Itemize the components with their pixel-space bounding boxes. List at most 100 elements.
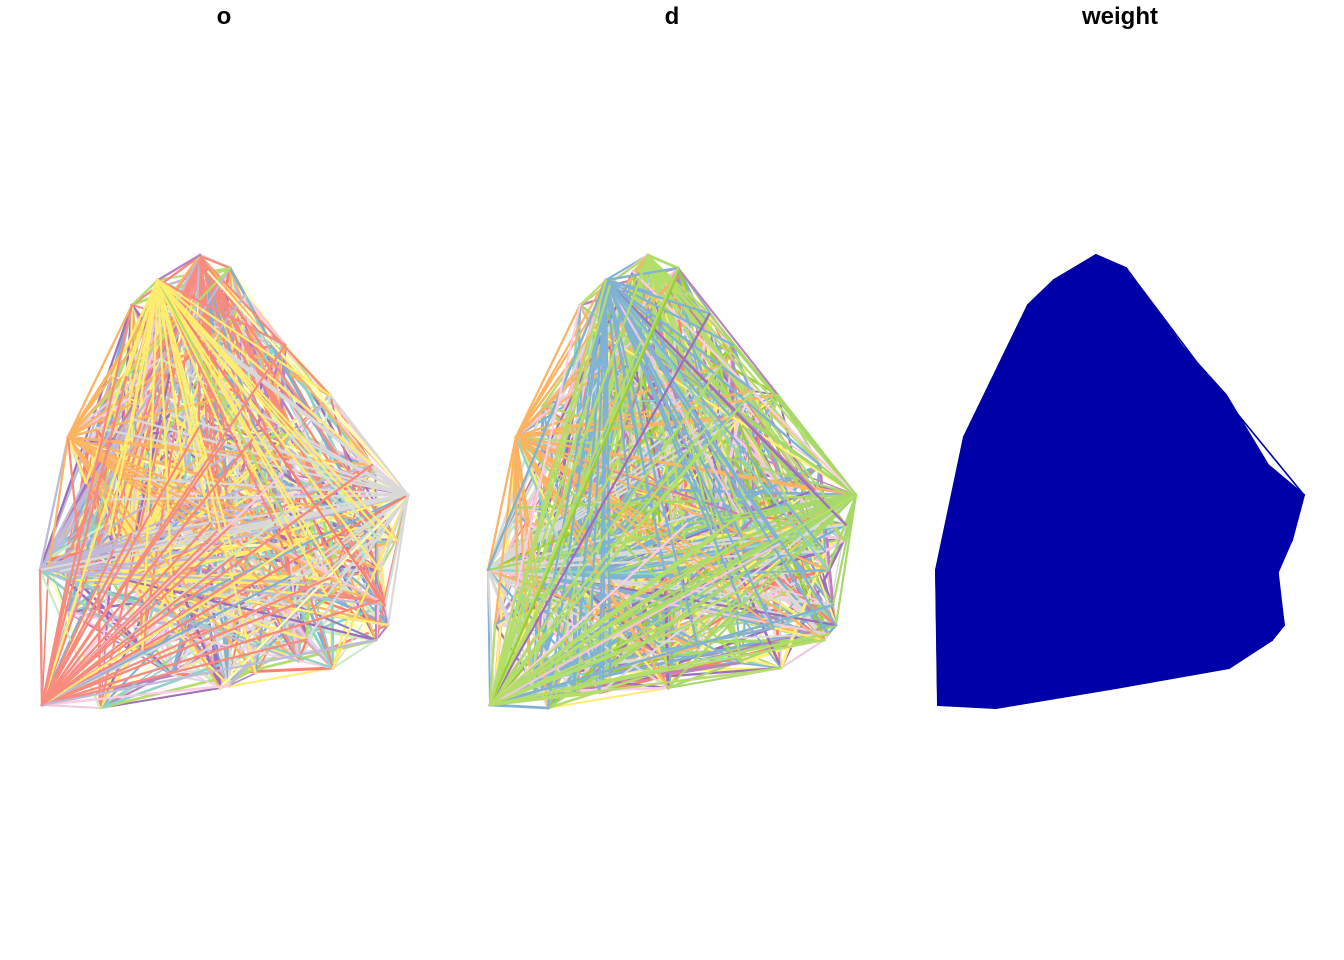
flow-line [1053, 279, 1132, 537]
flow-line [488, 641, 640, 707]
flow-line [1033, 254, 1097, 597]
flow-line [40, 576, 331, 707]
flow-line [1063, 539, 1293, 647]
flow-line [156, 278, 257, 675]
flow-line [937, 267, 1127, 706]
flow-line [1180, 344, 1201, 603]
flow-line [1027, 304, 1110, 308]
flow-line [578, 254, 650, 307]
flow-line [40, 376, 128, 707]
flow-line [133, 477, 410, 497]
map-panel-o: o [0, 0, 448, 960]
flow-line [171, 493, 410, 677]
flow-line [1216, 388, 1293, 541]
flow-line [963, 436, 1130, 450]
flow-line [156, 278, 186, 472]
flow-line [573, 493, 858, 695]
flow-line [1043, 624, 1285, 683]
flow-line [38, 568, 335, 670]
flow-line [332, 639, 377, 669]
flow-line [386, 493, 410, 627]
flow-line [1180, 344, 1305, 496]
flow-line [604, 278, 755, 392]
flow-line [646, 254, 731, 417]
flow-line [66, 435, 296, 606]
flow-line [1115, 539, 1293, 689]
flow-line [1007, 456, 1269, 466]
flow-line [378, 493, 410, 572]
flow-line [1041, 322, 1227, 396]
flow-line [963, 436, 1037, 629]
flow-line [995, 334, 1035, 709]
map-panel-weight: weight [896, 0, 1344, 960]
flow-line [937, 704, 997, 709]
flow-line [935, 322, 1044, 571]
flow-line [1095, 254, 1277, 571]
flow-line [488, 452, 700, 707]
flow-line [1031, 279, 1055, 635]
flow-line [935, 411, 1121, 571]
flow-line [66, 306, 152, 439]
flow-line [1053, 279, 1193, 633]
flow-line [130, 278, 160, 307]
flow-line [488, 589, 741, 707]
flow-line [697, 493, 858, 649]
flow-line [604, 278, 630, 491]
flow-line [486, 435, 518, 572]
flow-line [666, 493, 858, 690]
flow-line [328, 393, 410, 497]
flow-line [1178, 639, 1273, 664]
flow-line [40, 521, 212, 707]
flow-line [66, 266, 232, 439]
flow-line [156, 278, 292, 546]
flow-line [604, 278, 827, 553]
flow-line [1095, 254, 1182, 346]
flow-line [823, 538, 846, 553]
flow-line [676, 266, 780, 397]
flow-line [156, 253, 202, 282]
flow-line [156, 278, 212, 525]
flow-line [1095, 254, 1216, 526]
flow-line [1083, 364, 1293, 541]
flow-line [40, 684, 230, 707]
flow-line [197, 254, 202, 429]
flow-line [1267, 464, 1293, 541]
flow-line [1124, 494, 1305, 664]
flow-line [66, 435, 88, 485]
flow-line [1228, 639, 1273, 669]
flow-line [963, 436, 1099, 518]
flow-line [1199, 464, 1269, 603]
flow-line [604, 278, 830, 636]
flow-line [935, 494, 1305, 571]
flow-line [125, 278, 160, 379]
flow-line [985, 474, 1277, 571]
flow-line [1225, 394, 1286, 494]
flow-line [963, 304, 1029, 438]
flow-line [1147, 298, 1293, 541]
panel-title: d [664, 3, 680, 30]
flow-line [40, 579, 69, 707]
flow-line [141, 278, 160, 652]
flow-line [488, 364, 722, 707]
flow-lines [935, 254, 1305, 709]
flow-line [1168, 586, 1273, 641]
flow-line [40, 343, 287, 707]
flow-line [963, 254, 1097, 438]
flow-line [198, 254, 332, 397]
flow-line [40, 603, 296, 707]
flow-line [1054, 267, 1127, 615]
flow-line [604, 278, 731, 417]
flow-line [227, 672, 257, 687]
flow-line [1043, 394, 1227, 683]
flow-line [1180, 344, 1293, 541]
flow-line [41, 567, 50, 706]
flow-line [988, 254, 1097, 425]
flow-line [40, 549, 115, 707]
flow-line [963, 411, 1121, 438]
flow-line [156, 278, 387, 607]
flow-line [1095, 254, 1127, 664]
flow-line [1053, 309, 1305, 496]
flow-line [1062, 254, 1097, 653]
flow-line [646, 254, 711, 315]
flow-line [40, 463, 374, 707]
